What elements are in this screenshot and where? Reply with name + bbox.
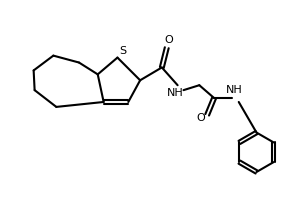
Text: O: O xyxy=(196,113,205,123)
Text: O: O xyxy=(164,35,173,45)
Text: S: S xyxy=(119,46,126,56)
Text: NH: NH xyxy=(167,88,184,98)
Text: NH: NH xyxy=(225,85,242,95)
